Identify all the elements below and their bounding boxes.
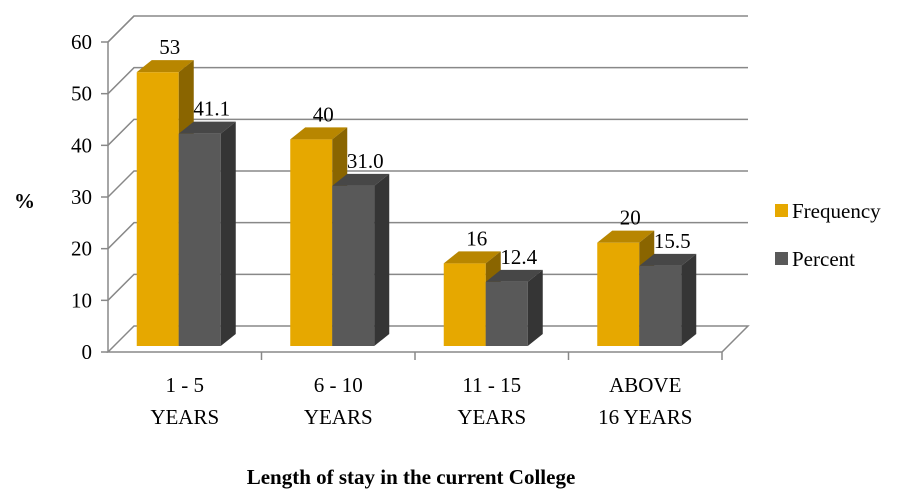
floor (106, 325, 750, 353)
legend-label: Percent (792, 247, 855, 271)
x-category-label: YEARS (150, 405, 219, 429)
bar-percent-3 (639, 253, 697, 346)
x-axis-label: Length of stay in the current College (247, 465, 576, 489)
bar-top (639, 253, 697, 266)
x-category-label: 16 YEARS (598, 405, 692, 429)
bar-top (136, 60, 194, 73)
bar-top (485, 269, 543, 282)
bar-percent-0 (178, 121, 236, 347)
bar-top (332, 173, 390, 186)
x-category-label: YEARS (457, 405, 526, 429)
y-tick-label: 60 (71, 30, 92, 54)
x-category-label: 1 - 5 (166, 373, 205, 397)
data-label: 15.5 (654, 229, 691, 253)
data-label: 20 (620, 206, 641, 230)
bar-front (639, 265, 682, 346)
y-tick-label: 50 (71, 82, 92, 106)
gridline (107, 221, 748, 250)
bar-front (485, 281, 528, 346)
bar-front (136, 72, 179, 347)
legend-label: Frequency (792, 199, 881, 223)
gridline (107, 66, 748, 95)
legend-swatch (775, 252, 788, 265)
bar-percent-1 (332, 173, 390, 346)
legend: Frequency Percent (775, 199, 881, 271)
data-label: 41.1 (193, 97, 230, 121)
gridline (107, 15, 748, 43)
x-category-label: 11 - 15 (462, 373, 521, 397)
bar-front (332, 185, 375, 346)
data-label: 31.0 (347, 149, 384, 173)
y-axis-label: % (14, 189, 35, 213)
data-labels: 53 41.1 40 31.0 16 12.4 20 15.5 (159, 35, 690, 269)
x-category-label: YEARS (304, 405, 373, 429)
bar-side (220, 121, 236, 347)
bar-front (290, 139, 333, 346)
gridline (107, 118, 748, 146)
bar-top (178, 121, 236, 134)
x-axis-categories: 1 - 5 YEARS 6 - 10 YEARS 11 - 15 YEARS ABOVE 16… (150, 352, 723, 429)
x-category-label: ABOVE (609, 373, 681, 397)
bar-top (443, 251, 501, 264)
data-label: 16 (466, 226, 487, 250)
y-tick-label: 0 (82, 340, 93, 364)
x-category-label: 6 - 10 (314, 373, 363, 397)
y-axis-ticks: 0 10 20 30 40 50 60 (71, 30, 108, 364)
y-tick-label: 40 (71, 133, 92, 157)
gridline (107, 170, 748, 198)
bar-side (681, 253, 697, 346)
y-tick-label: 20 (71, 237, 92, 261)
bar-front (597, 242, 640, 346)
gridlines (107, 15, 748, 301)
bar-percent-2 (485, 269, 543, 346)
bar-front (443, 263, 486, 346)
data-label: 53 (159, 35, 180, 59)
data-label: 40 (313, 102, 334, 126)
y-tick-label: 10 (71, 288, 92, 312)
bar-side (527, 269, 543, 346)
gridline (107, 273, 748, 301)
bar-side (374, 173, 390, 346)
bar-top (290, 127, 348, 140)
bars (136, 60, 697, 347)
bar-front (178, 133, 221, 346)
data-label: 12.4 (500, 245, 537, 269)
legend-swatch (775, 204, 788, 217)
y-tick-label: 30 (71, 185, 92, 209)
bar-top (597, 230, 655, 243)
